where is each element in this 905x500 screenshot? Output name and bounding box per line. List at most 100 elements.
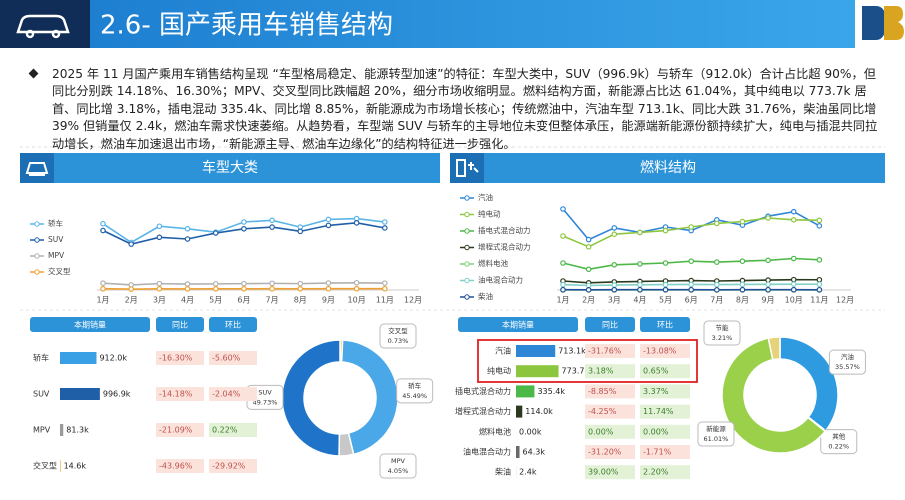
- change-label: 0.00%: [643, 427, 669, 436]
- change-label: 2.20%: [643, 468, 669, 477]
- legend-marker: [464, 277, 470, 284]
- sales-label: 713.1k: [558, 347, 586, 356]
- callout-name: 节能: [716, 323, 730, 332]
- legend-marker: [464, 211, 470, 218]
- x-tick-label: 1月: [96, 296, 109, 305]
- table-header-cell: [640, 317, 690, 332]
- x-tick-label: 8月: [736, 296, 749, 305]
- change-label: -4.25%: [588, 407, 617, 416]
- change-cell: [640, 465, 690, 480]
- change-label: 0.00%: [588, 427, 614, 436]
- point: [100, 285, 106, 292]
- x-tick-label: 9月: [322, 296, 335, 305]
- change-label: 3.37%: [643, 387, 669, 396]
- point: [611, 261, 618, 268]
- x-tick-label: 6月: [237, 296, 250, 305]
- callout-name: 轿车: [408, 381, 422, 390]
- point: [714, 281, 720, 288]
- point: [739, 258, 746, 265]
- point: [662, 260, 669, 266]
- change-cell: [209, 423, 257, 437]
- change-label: 0.65%: [643, 367, 669, 376]
- callout-box: [828, 349, 866, 375]
- change-cell: [640, 384, 690, 399]
- legend-label: 燃料电池: [478, 258, 508, 268]
- point: [241, 219, 247, 225]
- row-name: 交叉型: [33, 461, 57, 471]
- point: [560, 286, 566, 293]
- legend-marker: [464, 261, 470, 267]
- point: [790, 255, 797, 262]
- table-header-cell: [209, 317, 257, 332]
- change-label: -16.30%: [159, 354, 193, 363]
- legend-marker: [34, 253, 40, 259]
- callout-value: 0.22%: [828, 443, 849, 451]
- change-cell: [640, 344, 690, 358]
- table-header-cell: [30, 317, 150, 332]
- change-label: 11.74%: [643, 407, 674, 416]
- sales-label: 335.4k: [537, 387, 565, 396]
- row-name: 增程式混合动力: [455, 406, 511, 416]
- legend-marker: [464, 294, 470, 300]
- point: [688, 224, 694, 230]
- point: [353, 285, 360, 292]
- sales-bar: [516, 385, 535, 398]
- legend-label: 插电式混合动力: [478, 225, 531, 235]
- sales-bar: [516, 405, 523, 418]
- callout-value: 45.49%: [402, 392, 427, 400]
- change-label: -13.08%: [643, 347, 677, 356]
- change-cell: [640, 445, 690, 459]
- x-tick-label: 6月: [685, 296, 698, 305]
- x-tick-label: 2月: [125, 296, 138, 305]
- x-tick-label: 3月: [608, 296, 621, 305]
- page-title: 2.6- 国产乘用车销售结构: [100, 11, 393, 41]
- point: [739, 218, 746, 225]
- change-cell: [585, 445, 635, 459]
- point: [382, 219, 388, 225]
- row-name: SUV: [33, 390, 50, 399]
- point: [241, 226, 247, 232]
- point: [765, 215, 771, 221]
- point: [297, 286, 304, 292]
- callout-name: 交叉型: [388, 326, 408, 335]
- donut-slice: [340, 339, 399, 456]
- point: [269, 217, 275, 224]
- legend-marker: [464, 228, 470, 234]
- sales-bar: [516, 446, 520, 458]
- table-header-label: 同比: [602, 320, 618, 330]
- sales-label: 773.7k: [562, 367, 590, 376]
- point: [560, 233, 566, 239]
- title-icon-box: [0, 0, 90, 48]
- x-tick-label: 12月: [404, 296, 422, 305]
- change-cell: [640, 364, 690, 379]
- point: [212, 286, 219, 292]
- point: [560, 260, 566, 266]
- legend-marker: [464, 244, 470, 251]
- callout-box: [703, 320, 741, 346]
- callout-box: [379, 323, 417, 349]
- table-header-label: 环比: [657, 320, 673, 330]
- point: [100, 227, 106, 234]
- point: [637, 261, 643, 267]
- point: [353, 220, 360, 226]
- point: [184, 226, 191, 232]
- sales-bar: [60, 424, 64, 436]
- change-cell: [640, 424, 690, 439]
- row-name: 插电式混合动力: [455, 386, 511, 396]
- x-tick-label: 4月: [633, 296, 646, 305]
- x-tick-label: 12月: [836, 296, 854, 305]
- row-name: 燃料电池: [479, 426, 511, 436]
- donut-slice: [281, 339, 341, 457]
- point: [100, 280, 106, 287]
- callout-value: 0.73%: [388, 337, 409, 345]
- point: [790, 276, 797, 283]
- change-cell: [209, 387, 257, 401]
- point: [585, 236, 592, 243]
- change-label: -29.92%: [212, 462, 246, 471]
- callout-value: 49.73%: [253, 398, 278, 406]
- change-label: -8.85%: [588, 387, 617, 396]
- panel-title: 车型大类: [202, 159, 258, 176]
- x-tick-label: 3月: [153, 296, 166, 305]
- point: [816, 286, 823, 293]
- row-name: 纯电动: [487, 366, 511, 376]
